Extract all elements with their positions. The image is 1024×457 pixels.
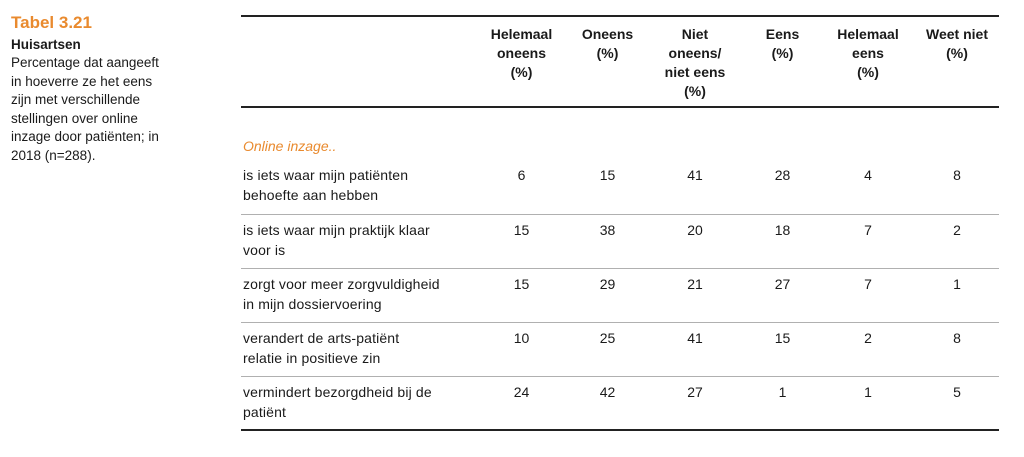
value-cell: 27 xyxy=(687,383,703,400)
value-cell: 1 xyxy=(864,383,872,400)
table-number: Tabel 3.21 xyxy=(11,13,92,32)
statement-cell: is iets waar mijn patiënten behoefte aan… xyxy=(243,167,409,203)
column-header-statement xyxy=(241,16,474,107)
column-header-eens: Eens (%) xyxy=(765,26,800,61)
value-cell: 1 xyxy=(778,383,787,400)
column-header-weet-niet: Weet niet (%) xyxy=(926,26,988,61)
value-cell: 41 xyxy=(687,329,703,346)
value-cell: 7 xyxy=(864,221,872,238)
table-subtitle: Huisartsen xyxy=(11,37,81,52)
column-header-niet-oneens-niet-eens: Niet oneens/ niet eens (%) xyxy=(664,26,726,99)
table-header-row: Helemaal oneens (%) Oneens (%) Niet onee… xyxy=(241,16,999,107)
table-caption: Percentage dat aangeeft in hoeverre ze h… xyxy=(11,54,211,165)
value-cell: 27 xyxy=(774,275,791,292)
value-cell: 6 xyxy=(517,167,526,183)
caption-line: inzage door patiënten; in xyxy=(11,129,159,144)
value-cell: 24 xyxy=(513,383,530,400)
value-cell: 21 xyxy=(687,275,703,292)
statement-cell: vermindert bezorgdheid bij de patiënt xyxy=(243,383,432,420)
section-label: Online inzage.. xyxy=(243,138,337,154)
table-row: verandert de arts-patiënt relatie in pos… xyxy=(241,322,999,376)
value-cell: 4 xyxy=(864,167,872,183)
data-table: Helemaal oneens (%) Oneens (%) Niet onee… xyxy=(241,15,999,431)
caption-line: 2018 (n=288). xyxy=(11,147,96,163)
value-cell: 15 xyxy=(513,221,530,238)
column-header-helemaal-oneens: Helemaal oneens (%) xyxy=(490,26,553,80)
value-cell: 2 xyxy=(953,221,961,238)
statement-cell: verandert de arts-patiënt relatie in pos… xyxy=(243,329,400,366)
table-sidebar: Tabel 3.21 Huisartsen Percentage dat aan… xyxy=(11,12,211,165)
value-cell: 1 xyxy=(953,275,961,292)
value-cell: 28 xyxy=(774,167,791,183)
data-table-container: Helemaal oneens (%) Oneens (%) Niet onee… xyxy=(241,15,999,431)
table-row: zorgt voor meer zorgvuldigheid in mijn d… xyxy=(241,268,999,322)
caption-line: zijn met verschillende xyxy=(11,92,141,107)
value-cell: 10 xyxy=(513,329,530,346)
column-header-oneens: Oneens (%) xyxy=(581,26,634,61)
value-cell: 41 xyxy=(687,167,703,183)
value-cell: 7 xyxy=(864,275,872,292)
table-row: is iets waar mijn praktijk klaar voor is… xyxy=(241,214,999,268)
value-cell: 5 xyxy=(953,383,961,400)
value-cell: 38 xyxy=(599,221,616,238)
table-row: vermindert bezorgdheid bij de patiënt 24… xyxy=(241,376,999,430)
value-cell: 20 xyxy=(687,221,703,238)
statement-cell: zorgt voor meer zorgvuldigheid in mijn d… xyxy=(243,275,440,312)
caption-line: in hoeverre ze het eens xyxy=(11,73,153,89)
value-cell: 42 xyxy=(599,383,616,400)
value-cell: 18 xyxy=(774,221,791,238)
value-cell: 15 xyxy=(513,275,530,292)
caption-line: stellingen over online xyxy=(11,110,138,126)
value-cell: 8 xyxy=(953,167,961,183)
value-cell: 15 xyxy=(599,167,616,183)
statement-cell: is iets waar mijn praktijk klaar voor is xyxy=(243,221,430,258)
table-row: is iets waar mijn patiënten behoefte aan… xyxy=(241,160,999,214)
value-cell: 15 xyxy=(774,329,791,346)
table-section-row: Online inzage.. xyxy=(241,107,999,160)
value-cell: 25 xyxy=(599,329,616,346)
value-cell: 8 xyxy=(953,329,961,346)
caption-line: Percentage dat aangeeft xyxy=(11,55,159,70)
value-cell: 29 xyxy=(599,275,616,292)
column-header-helemaal-eens: Helemaal eens (%) xyxy=(837,26,899,80)
value-cell: 2 xyxy=(864,329,872,346)
